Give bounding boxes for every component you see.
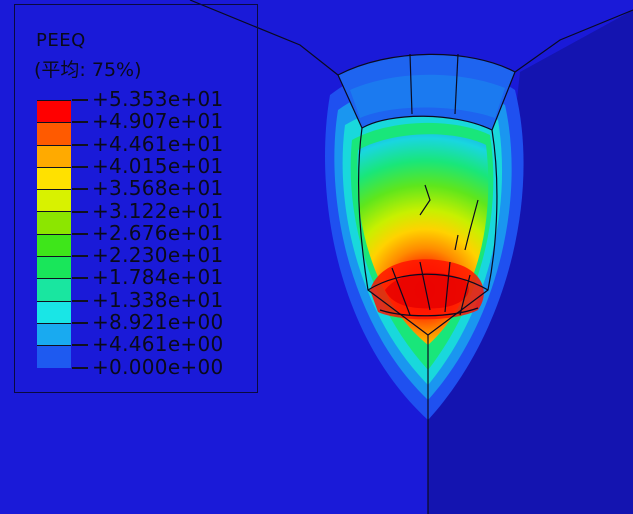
legend-level-label: +0.000e+00: [92, 354, 224, 379]
legend-level-label: +2.676e+01: [92, 220, 224, 245]
mesh-right-region: [428, 10, 633, 514]
legend-color-bar: [37, 100, 71, 368]
legend-averaging-note: (平均: 75%): [34, 59, 142, 81]
legend-level-label: +1.784e+01: [92, 265, 224, 290]
legend-tick: [72, 188, 88, 191]
legend-level-label: +4.015e+01: [92, 153, 224, 178]
legend-level-label: +3.568e+01: [92, 176, 224, 201]
legend-level-label: +4.461e+01: [92, 131, 224, 156]
legend-level-label: +4.907e+01: [92, 109, 224, 134]
legend-swatch: [37, 100, 71, 123]
legend-swatch: [37, 322, 71, 346]
legend-swatch: [37, 122, 71, 145]
legend-tick: [72, 255, 88, 258]
legend-tick: [72, 99, 88, 101]
legend-tick: [72, 143, 88, 146]
legend-tick: [72, 344, 88, 347]
legend-tick: [72, 165, 88, 168]
legend-tick: [72, 277, 88, 280]
legend-swatch: [37, 233, 71, 257]
legend-tick: [72, 322, 88, 324]
legend-swatch: [37, 189, 71, 212]
legend-swatch: [37, 278, 71, 301]
legend-tick: [72, 232, 88, 235]
legend-tick: [72, 299, 88, 302]
legend-tick: [72, 121, 88, 124]
legend-box: [14, 4, 258, 393]
legend-level-label: +2.230e+01: [92, 243, 224, 268]
legend-swatch: [37, 211, 71, 234]
legend-swatch: [37, 144, 71, 167]
legend-variable-name: PEEQ: [36, 30, 86, 51]
legend-tick: [72, 210, 88, 213]
top-ring-inner: [350, 74, 505, 118]
mesh-edges: [189, 0, 633, 514]
legend-swatch: [37, 256, 71, 279]
legend-level-label: +1.338e+01: [92, 287, 224, 312]
legend-tick: [72, 366, 88, 369]
legend-level-label: +5.353e+01: [92, 87, 224, 111]
legend-swatch: [37, 300, 71, 323]
legend-swatch: [37, 166, 71, 190]
legend-level-label: +8.921e+00: [92, 310, 224, 334]
legend-swatch: [37, 345, 71, 368]
legend-level-label: +3.122e+01: [92, 198, 224, 223]
legend-level-label: +4.461e+00: [92, 332, 224, 357]
